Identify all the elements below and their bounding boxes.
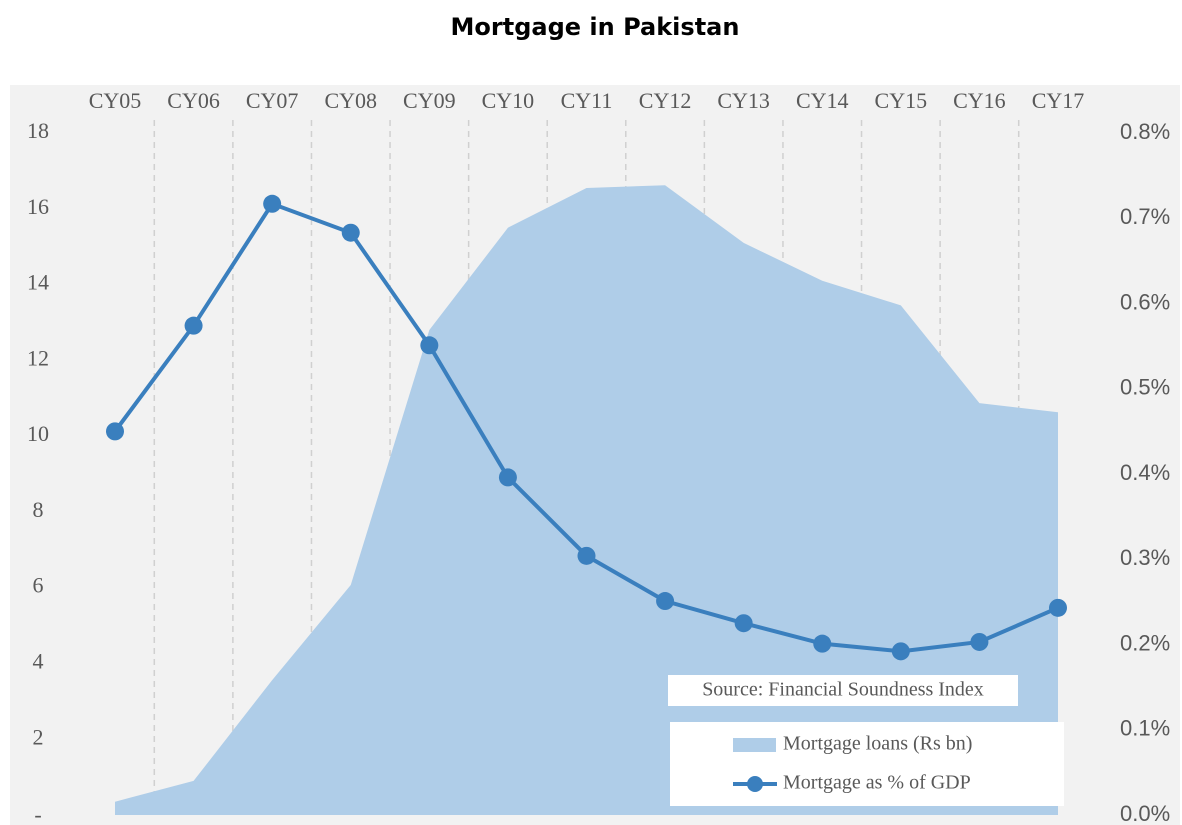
annotation-box [668, 675, 1018, 706]
point [341, 223, 360, 242]
point [577, 546, 596, 565]
x-tick-label: CY05 [89, 88, 142, 113]
y-tick-label: 18 [27, 118, 49, 143]
x-tick-label: CY07 [246, 88, 299, 113]
y2-tick-label: 0.5% [1120, 375, 1170, 400]
y-tick-label: 16 [27, 194, 49, 219]
point [498, 468, 517, 487]
x-tick-label: CY15 [875, 88, 928, 113]
point [184, 316, 203, 335]
area [115, 185, 1058, 815]
marks [106, 185, 1067, 815]
x-tick-label: CY06 [167, 88, 220, 113]
y-tick-label: - [34, 802, 41, 825]
y2-tick-label: 0.0% [1120, 801, 1170, 825]
point [420, 336, 439, 355]
y2-tick-label: 0.2% [1120, 630, 1170, 655]
x-tick-label: CY08 [324, 88, 377, 113]
point [970, 632, 989, 651]
y2-tick-label: 0.8% [1120, 119, 1170, 144]
y-tick-label: 14 [27, 270, 49, 295]
point [891, 642, 910, 661]
legend-items: Mortgage loans (Rs bn) Mortgage as % of G… [733, 733, 972, 794]
y2-tick-label: 0.1% [1120, 716, 1170, 741]
x-tick-label: CY14 [796, 88, 849, 113]
x-tick-label: CY16 [953, 88, 1006, 113]
x-tick-label: CY13 [717, 88, 770, 113]
y-tick-label: 2 [33, 724, 44, 749]
y-tick-label: 12 [27, 345, 49, 370]
point [106, 422, 124, 441]
y2-tick-label: 0.4% [1120, 460, 1170, 485]
point [656, 592, 675, 611]
y2-tick-label: 0.6% [1120, 289, 1170, 314]
annotation: Source: Financial Soundness Index [702, 679, 984, 701]
x-tick-label: CY12 [639, 88, 692, 113]
point [1049, 598, 1067, 617]
y-tick-label: 4 [33, 648, 44, 673]
chart-title: Mortgage in Pakistan [451, 13, 740, 41]
y-tick-label: 8 [33, 497, 44, 522]
legend-label: Mortgage as % of GDP [783, 772, 971, 794]
point [813, 634, 832, 653]
point [263, 194, 282, 213]
x-tick-label: CY11 [561, 88, 613, 113]
y-tick-label: 6 [33, 573, 44, 598]
y2-tick-label: 0.3% [1120, 545, 1170, 570]
point [734, 614, 753, 633]
y2-tick-label: 0.7% [1120, 204, 1170, 229]
x-tick-label: CY09 [403, 88, 456, 113]
legend-swatch-point [747, 776, 763, 792]
legend [670, 722, 1064, 806]
x-tick-label: CY17 [1032, 88, 1085, 113]
x-tick-label: CY10 [482, 88, 535, 113]
y-tick-label: 10 [27, 421, 49, 446]
legend-swatch [733, 738, 776, 752]
legend-label: Mortgage loans (Rs bn) [783, 733, 972, 755]
